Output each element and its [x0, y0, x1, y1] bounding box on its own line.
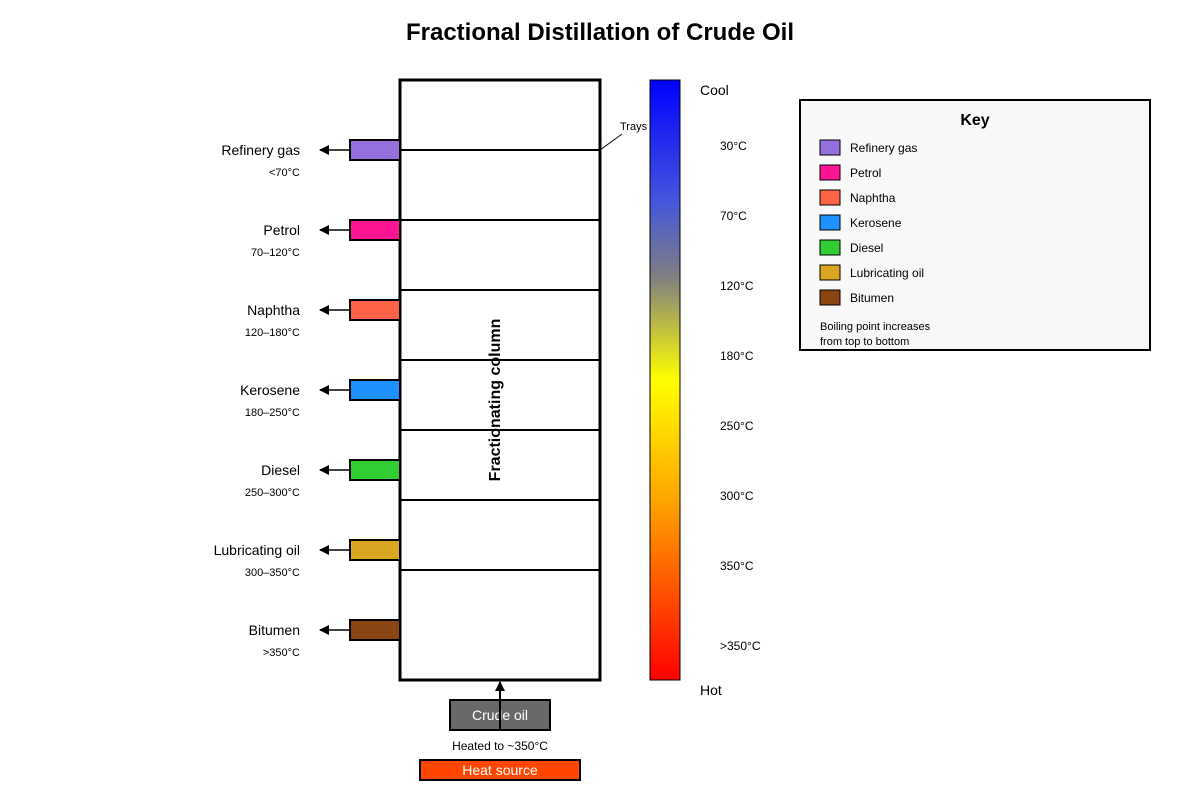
fractionating-column	[398, 78, 602, 682]
temperature-tick: >350°C	[720, 639, 761, 653]
tray-lines	[400, 149, 600, 571]
fraction-name: Lubricating oil	[214, 542, 300, 558]
temperature-tick: 300°C	[720, 489, 754, 503]
fraction-range: >350°C	[263, 647, 300, 659]
key-swatch	[819, 264, 841, 281]
key-title: Key	[960, 112, 989, 129]
key-item: Kerosene	[819, 214, 902, 231]
key-item: Lubricating oil	[819, 264, 924, 281]
fraction-outlet: Lubricating oil 300–350°C	[214, 539, 401, 579]
key-swatch	[819, 214, 841, 231]
outlet-pipe	[349, 299, 401, 321]
key-item: Refinery gas	[819, 139, 917, 156]
outlet-pipe	[349, 539, 401, 561]
key-item-label: Bitumen	[850, 291, 894, 305]
fraction-name: Naphtha	[247, 302, 300, 318]
key-swatch	[819, 164, 841, 181]
fraction-name: Bitumen	[249, 622, 300, 638]
heated-note: Heated to ~350°C	[452, 739, 548, 753]
trays-label: Trays	[620, 121, 648, 133]
temp-top-label: Cool	[700, 82, 729, 98]
key-swatch	[819, 239, 841, 256]
key-swatch	[819, 189, 841, 206]
key-item: Petrol	[819, 164, 881, 181]
fraction-outlets: Refinery gas <70°C Petrol 70–120°C Naphtha 12…	[214, 139, 401, 659]
fraction-range: 120–180°C	[245, 327, 300, 339]
fraction-outlet: Naphtha 120–180°C	[245, 299, 401, 339]
temperature-tick: 30°C	[720, 139, 747, 153]
temperature-tick: 70°C	[720, 209, 747, 223]
key-note-line1: Boiling point increases	[820, 321, 931, 333]
fraction-outlet: Diesel 250–300°C	[245, 459, 401, 499]
fraction-name: Petrol	[263, 222, 300, 238]
outlet-pipe	[349, 139, 401, 161]
temperature-tick: 350°C	[720, 559, 754, 573]
key-item: Naphtha	[819, 189, 896, 206]
column-label: Fractionating column	[487, 319, 504, 482]
fraction-range: 300–350°C	[245, 567, 300, 579]
temperature-tick: 120°C	[720, 279, 754, 293]
fraction-range: 70–120°C	[251, 247, 300, 259]
temperature-ticks: 30°C 70°C 120°C 180°C 250°C 300°C 350°C >350°C	[720, 139, 761, 653]
fraction-name: Kerosene	[240, 382, 300, 398]
fraction-outlet: Petrol 70–120°C	[251, 219, 401, 259]
fraction-range: 180–250°C	[245, 407, 300, 419]
fraction-outlet: Kerosene 180–250°C	[240, 379, 401, 419]
key-item-label: Kerosene	[850, 216, 902, 230]
key-item-label: Naphtha	[850, 191, 896, 205]
heat-source-box	[419, 759, 581, 781]
key-item-label: Diesel	[850, 241, 883, 255]
trays-pointer-line	[599, 133, 623, 151]
outlet-pipe	[349, 619, 401, 641]
fraction-name: Diesel	[261, 462, 300, 478]
key-items: Refinery gas Petrol Naphtha Kerosene Diesel L…	[819, 139, 924, 306]
key-swatch	[819, 139, 841, 156]
fraction-outlet: Refinery gas <70°C	[221, 139, 401, 179]
temperature-gradient-bar	[649, 79, 681, 681]
outlet-pipe	[349, 219, 401, 241]
temp-bottom-label: Hot	[700, 682, 722, 698]
outlet-pipe	[349, 459, 401, 481]
key-item-label: Refinery gas	[850, 141, 917, 155]
key-item: Diesel	[819, 239, 883, 256]
outlet-pipe	[349, 379, 401, 401]
key-note-line2: from top to bottom	[820, 336, 909, 348]
key-item: Bitumen	[819, 289, 894, 306]
key-item-label: Lubricating oil	[850, 266, 924, 280]
key-swatch	[819, 289, 841, 306]
diagram-title: Fractional Distillation of Crude Oil	[406, 19, 794, 46]
heat-source-label: Heat source	[462, 762, 538, 778]
temperature-tick: 250°C	[720, 419, 754, 433]
fraction-outlet: Bitumen >350°C	[249, 619, 401, 659]
fraction-name: Refinery gas	[221, 142, 300, 158]
fraction-range: 250–300°C	[245, 487, 300, 499]
fraction-range: <70°C	[269, 167, 300, 179]
key-box	[799, 99, 1151, 351]
key-item-label: Petrol	[850, 166, 881, 180]
temperature-tick: 180°C	[720, 349, 754, 363]
